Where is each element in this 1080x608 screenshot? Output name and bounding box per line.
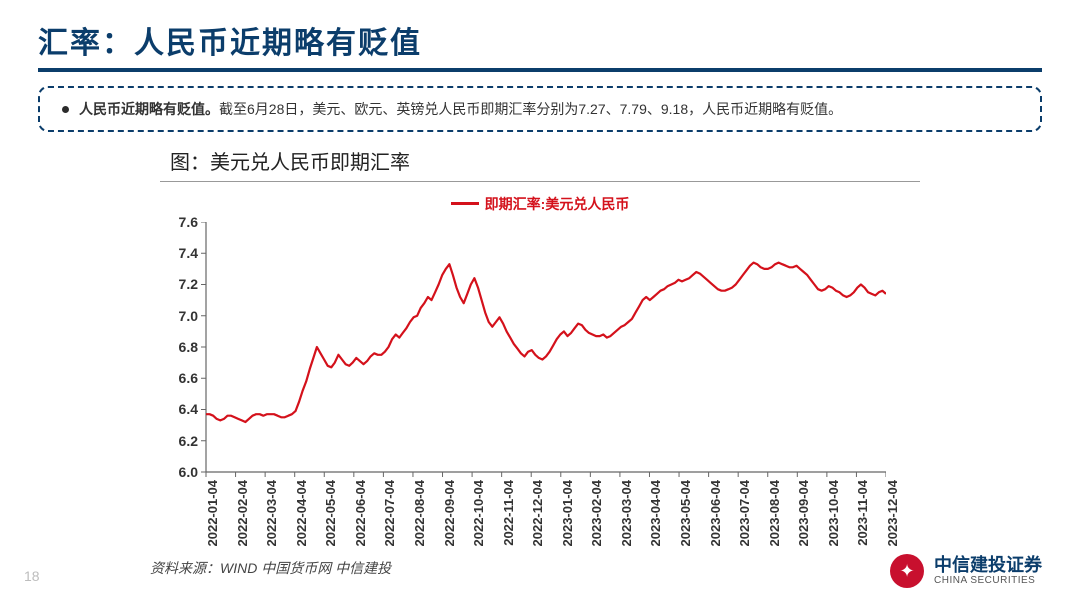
y-tick-label: 6.8 (160, 339, 198, 355)
x-tick-label: 2022-04-04 (294, 480, 309, 547)
series-line (206, 262, 886, 421)
y-tick-label: 7.2 (160, 276, 198, 292)
x-tick-label: 2022-08-04 (412, 480, 427, 547)
x-tick-label: 2022-01-04 (205, 480, 220, 547)
page-title: 汇率：人民币近期略有贬值 (38, 18, 422, 62)
chart-plot: 6.06.26.46.66.87.07.27.47.62022-01-04202… (160, 222, 886, 572)
x-tick-label: 2023-07-04 (737, 480, 752, 547)
page-number: 18 (24, 568, 40, 584)
x-tick-label: 2022-07-04 (382, 480, 397, 547)
x-tick-label: 2023-05-04 (678, 480, 693, 547)
brand-logo-glyph: ✦ (899, 561, 914, 582)
summary-rest: 截至6月28日，美元、欧元、英镑兑人民币即期汇率分别为7.27、7.79、9.1… (219, 101, 842, 117)
slide: 汇率：人民币近期略有贬值 人民币近期略有贬值。截至6月28日，美元、欧元、英镑兑… (0, 0, 1080, 608)
x-tick-label: 2023-06-04 (708, 480, 723, 547)
source-text: 资料来源：WIND 中国货币网 中信建投 (150, 558, 391, 578)
x-tick-label: 2023-12-04 (885, 480, 900, 547)
chart-title: 图：美元兑人民币即期汇率 (160, 146, 920, 175)
x-tick-label: 2023-08-04 (767, 480, 782, 547)
x-tick-label: 2022-11-04 (501, 480, 516, 546)
y-tick-label: 6.2 (160, 433, 198, 449)
y-tick-label: 6.0 (160, 464, 198, 480)
x-tick-label: 2022-10-04 (471, 480, 486, 547)
x-tick-label: 2023-03-04 (619, 480, 634, 547)
x-tick-label: 2023-04-04 (648, 480, 663, 547)
bullet-icon (62, 106, 69, 113)
y-tick-label: 7.0 (160, 308, 198, 324)
y-tick-label: 6.6 (160, 370, 198, 386)
x-tick-label: 2022-05-04 (323, 480, 338, 547)
y-tick-label: 6.4 (160, 401, 198, 417)
legend-item: 即期汇率:美元兑人民币 (451, 194, 630, 214)
x-tick-label: 2023-11-04 (855, 480, 870, 546)
summary-note: 人民币近期略有贬值。截至6月28日，美元、欧元、英镑兑人民币即期汇率分别为7.2… (38, 86, 1042, 132)
x-tick-label: 2022-03-04 (264, 480, 279, 547)
brand-block: ✦ 中信建投证券 CHINA SECURITIES (890, 554, 1042, 588)
brand-text: 中信建投证券 CHINA SECURITIES (934, 556, 1042, 587)
x-tick-label: 2022-09-04 (442, 480, 457, 547)
y-tick-label: 7.4 (160, 245, 198, 261)
brand-name-cn: 中信建投证券 (934, 556, 1042, 576)
chart-container: 图：美元兑人民币即期汇率 即期汇率:美元兑人民币 6.0 6.2 6.4 6.6 6.8… (160, 146, 920, 572)
x-tick-label: 2022-06-04 (353, 480, 368, 547)
legend-label: 即期汇率:美元兑人民币 (485, 194, 630, 214)
title-row: 汇率：人民币近期略有贬值 (38, 18, 1042, 62)
x-tick-label: 2022-02-04 (235, 480, 250, 547)
summary-lead: 人民币近期略有贬值。 (79, 101, 219, 117)
x-tick-label: 2023-09-04 (796, 480, 811, 547)
chart-legend: 即期汇率:美元兑人民币 (160, 192, 920, 214)
x-tick-label: 2023-02-04 (589, 480, 604, 547)
title-underline (38, 68, 1042, 72)
brand-logo-icon: ✦ (890, 554, 924, 588)
y-tick-label: 7.6 (160, 214, 198, 230)
x-tick-label: 2023-10-04 (826, 480, 841, 547)
chart-title-rule (160, 181, 920, 182)
brand-name-en: CHINA SECURITIES (934, 575, 1042, 586)
legend-swatch (451, 202, 479, 205)
x-tick-label: 2022-12-04 (530, 480, 545, 547)
x-tick-label: 2023-01-04 (560, 480, 575, 547)
summary-text: 人民币近期略有贬值。截至6月28日，美元、欧元、英镑兑人民币即期汇率分别为7.2… (79, 98, 842, 120)
y-axis-labels: 6.06.26.46.66.87.07.27.47.6 (160, 222, 206, 472)
